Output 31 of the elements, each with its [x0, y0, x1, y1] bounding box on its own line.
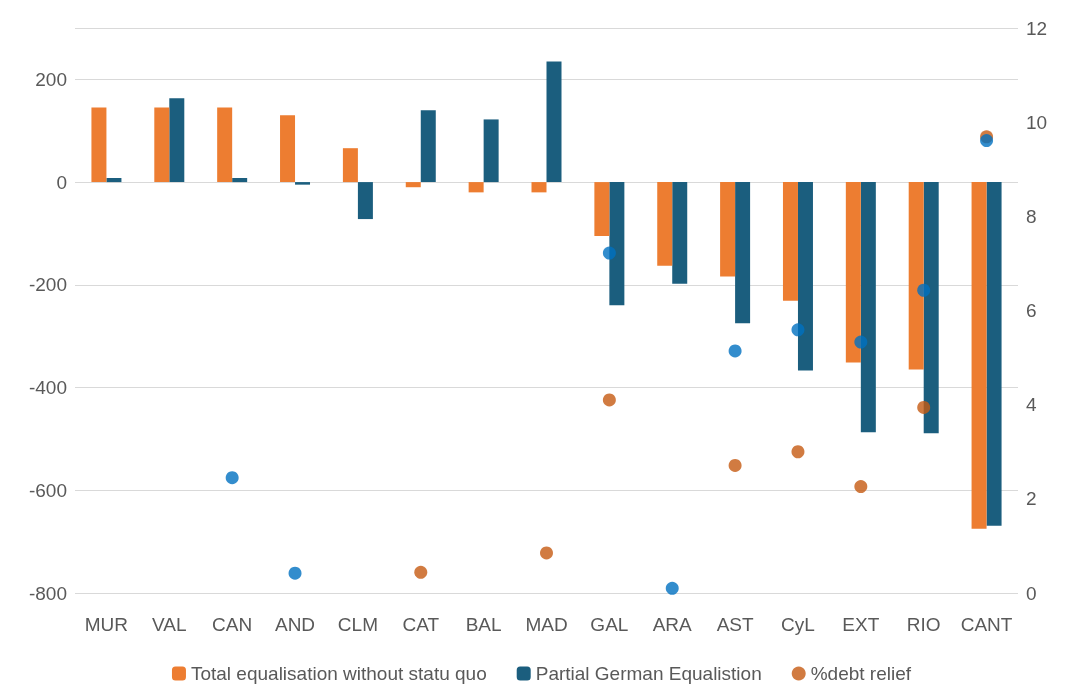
x-tick-label: CLM	[337, 614, 378, 635]
y2-tick-label: 4	[1026, 394, 1037, 416]
x-tick-label: AND	[274, 614, 316, 635]
x-tick-label: CAT	[402, 614, 440, 635]
y-tick-label: -800	[28, 582, 67, 604]
x-tick-label: BAL	[465, 614, 502, 635]
x-tick-label: GAL	[590, 614, 629, 635]
x-tick-label: MAD	[525, 614, 568, 635]
x-tick-label: CyL	[781, 614, 815, 635]
y-tick-label: 0	[56, 171, 67, 193]
x-tick-label: ARA	[652, 614, 693, 635]
x-tick-label: CAN	[212, 614, 253, 635]
x-tick-label: VAL	[152, 614, 187, 635]
legend-label: Partial German Equalistion	[535, 663, 762, 684]
y2-tick-label: 6	[1026, 300, 1037, 321]
x-tick-label: CANT	[960, 614, 1013, 635]
y2-tick-label: 12	[1026, 17, 1048, 39]
y-tick-label: 200	[35, 68, 67, 90]
y2-tick-label: 10	[1026, 111, 1048, 133]
y-tick-label: -600	[28, 479, 67, 501]
y-tick-label: -200	[28, 274, 67, 296]
x-tick-label: AST	[716, 614, 754, 635]
legend-label: %debt relief	[810, 663, 912, 684]
y2-tick-label: 2	[1026, 488, 1037, 510]
y-tick-label: -400	[28, 377, 67, 399]
y2-tick-label: 8	[1026, 205, 1037, 227]
y2-tick-label: 0	[1026, 582, 1037, 604]
x-tick-label: RIO	[906, 614, 941, 635]
x-tick-label: MUR	[84, 614, 129, 635]
legend-label: Total equalisation without statu quo	[190, 663, 487, 684]
x-tick-label: EXT	[842, 614, 880, 635]
